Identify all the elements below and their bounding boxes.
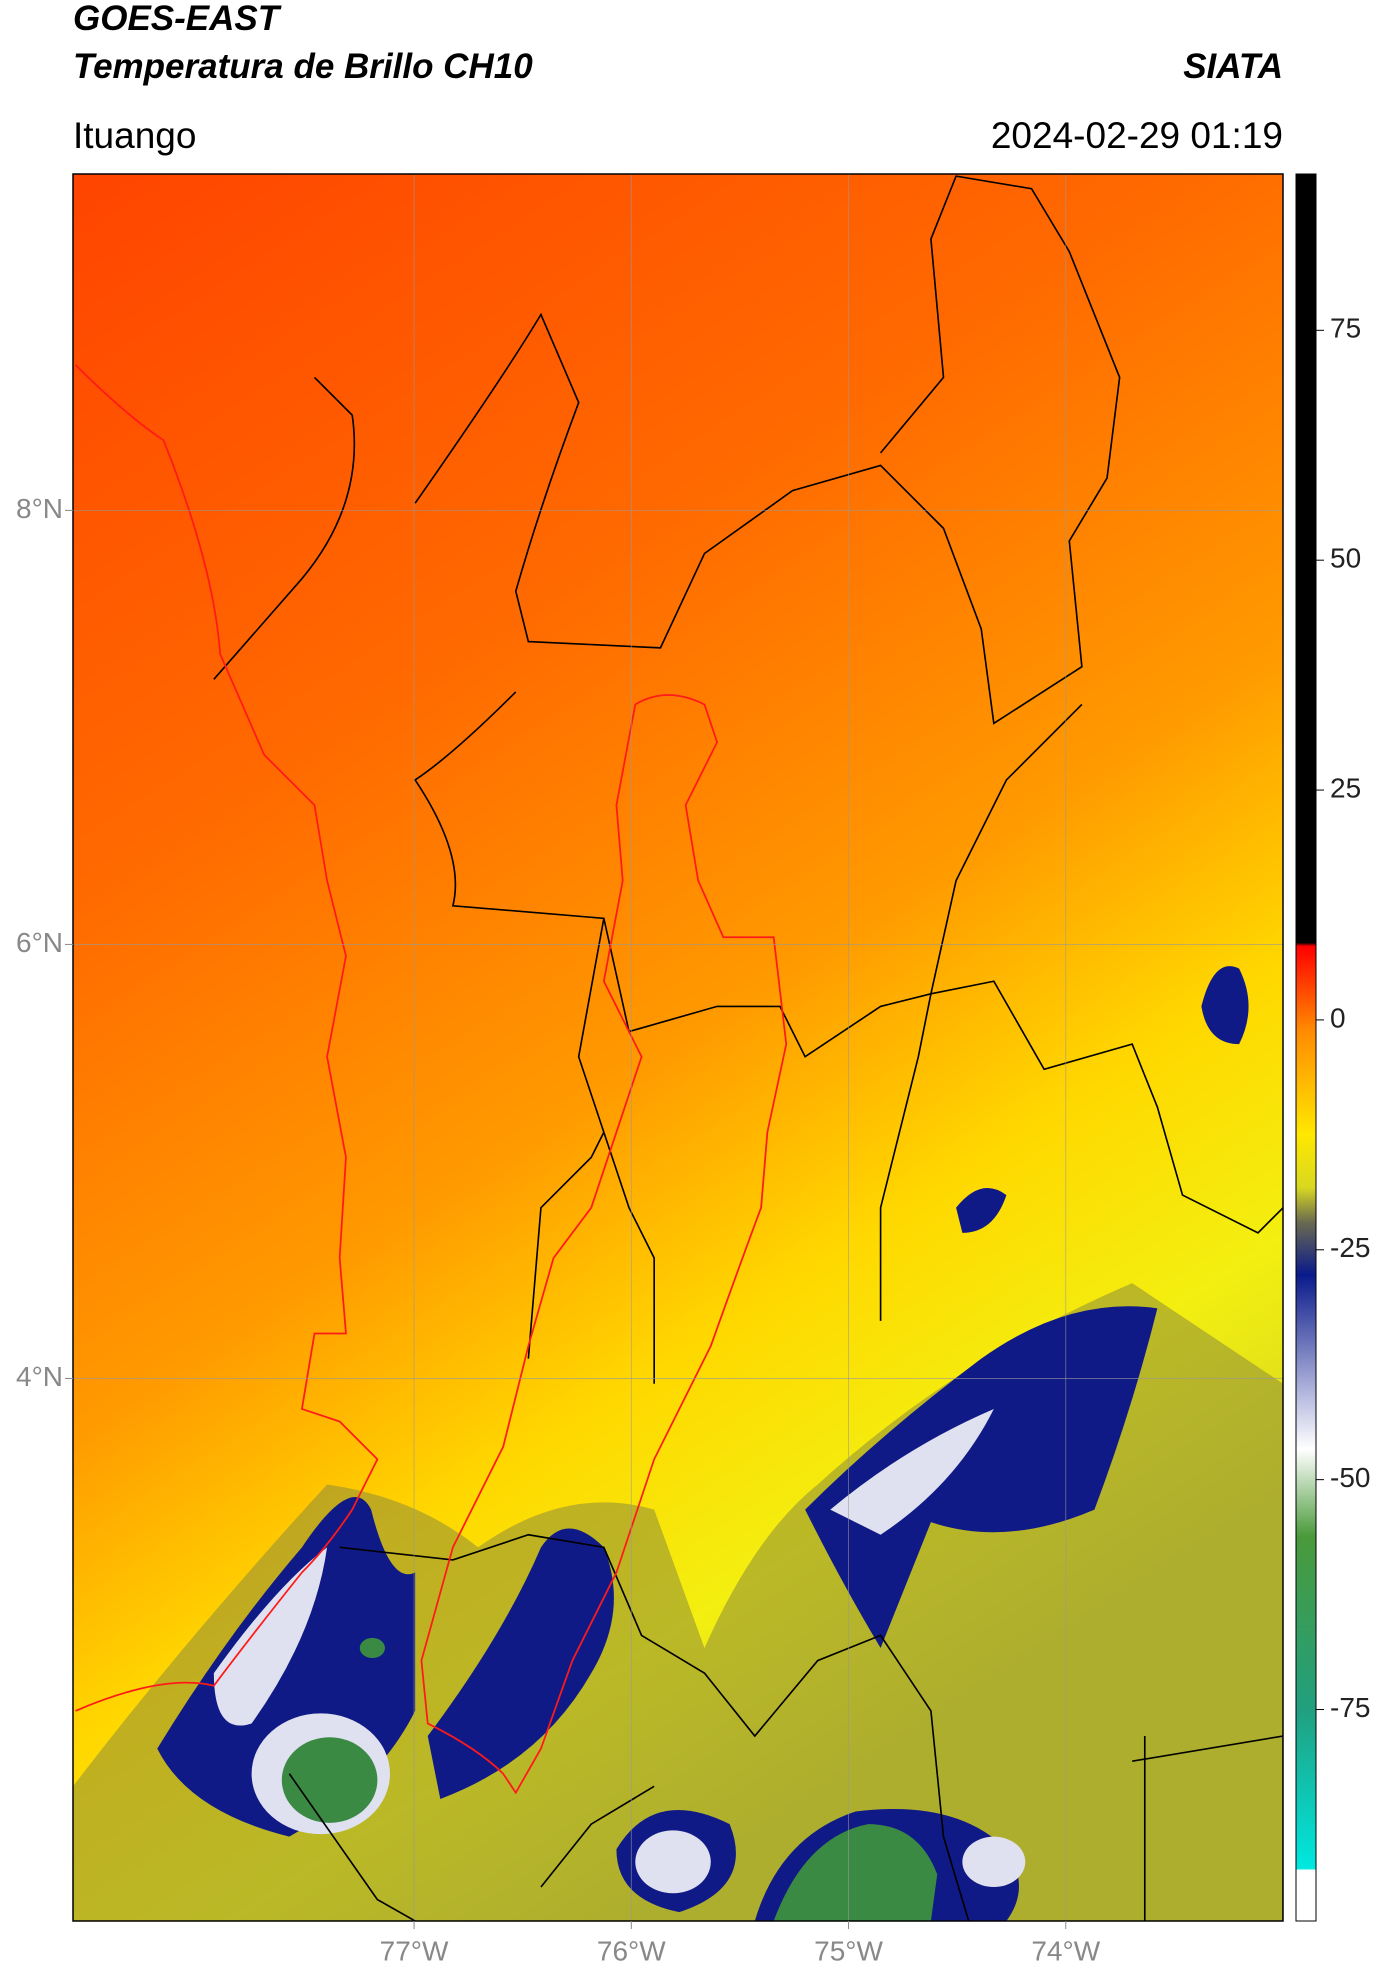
- timestamp: 2024-02-29 01:19: [991, 115, 1283, 156]
- source: SIATA: [1183, 47, 1283, 86]
- lat-label: 4°N: [16, 1361, 63, 1392]
- subtitle: Temperatura de Brillo CH10: [73, 47, 533, 86]
- lon-label: 76°W: [597, 1935, 666, 1966]
- lat-label: 6°N: [16, 927, 63, 958]
- graticule: [73, 174, 1283, 1921]
- colorbar: [1295, 173, 1317, 1922]
- location: Ituango: [73, 115, 196, 156]
- lon-label: 74°W: [1031, 1935, 1100, 1966]
- colorbar-label: 25: [1330, 772, 1361, 803]
- axes: 77°W 76°W 75°W 74°W 8°N 6°N 4°N 75 50 25 0 -25 -50 -7…: [16, 313, 1370, 1967]
- colorbar-label: 50: [1330, 543, 1361, 574]
- lat-label: 8°N: [16, 493, 63, 524]
- colorbar-label: 75: [1330, 313, 1361, 344]
- river-basin: [74, 364, 788, 1795]
- boundaries: [213, 175, 1283, 1921]
- lon-label: 75°W: [814, 1935, 883, 1966]
- colorbar-label: -25: [1330, 1232, 1370, 1263]
- title: GOES-EAST: [73, 0, 282, 38]
- map-frame: [72, 173, 1284, 1922]
- lon-label: 77°W: [380, 1935, 449, 1966]
- colorbar-label: -75: [1330, 1692, 1370, 1723]
- map: [73, 174, 1283, 1921]
- colorbar-label: -50: [1330, 1462, 1370, 1493]
- colorbar-label: 0: [1330, 1002, 1346, 1033]
- clouds: [73, 966, 1283, 1921]
